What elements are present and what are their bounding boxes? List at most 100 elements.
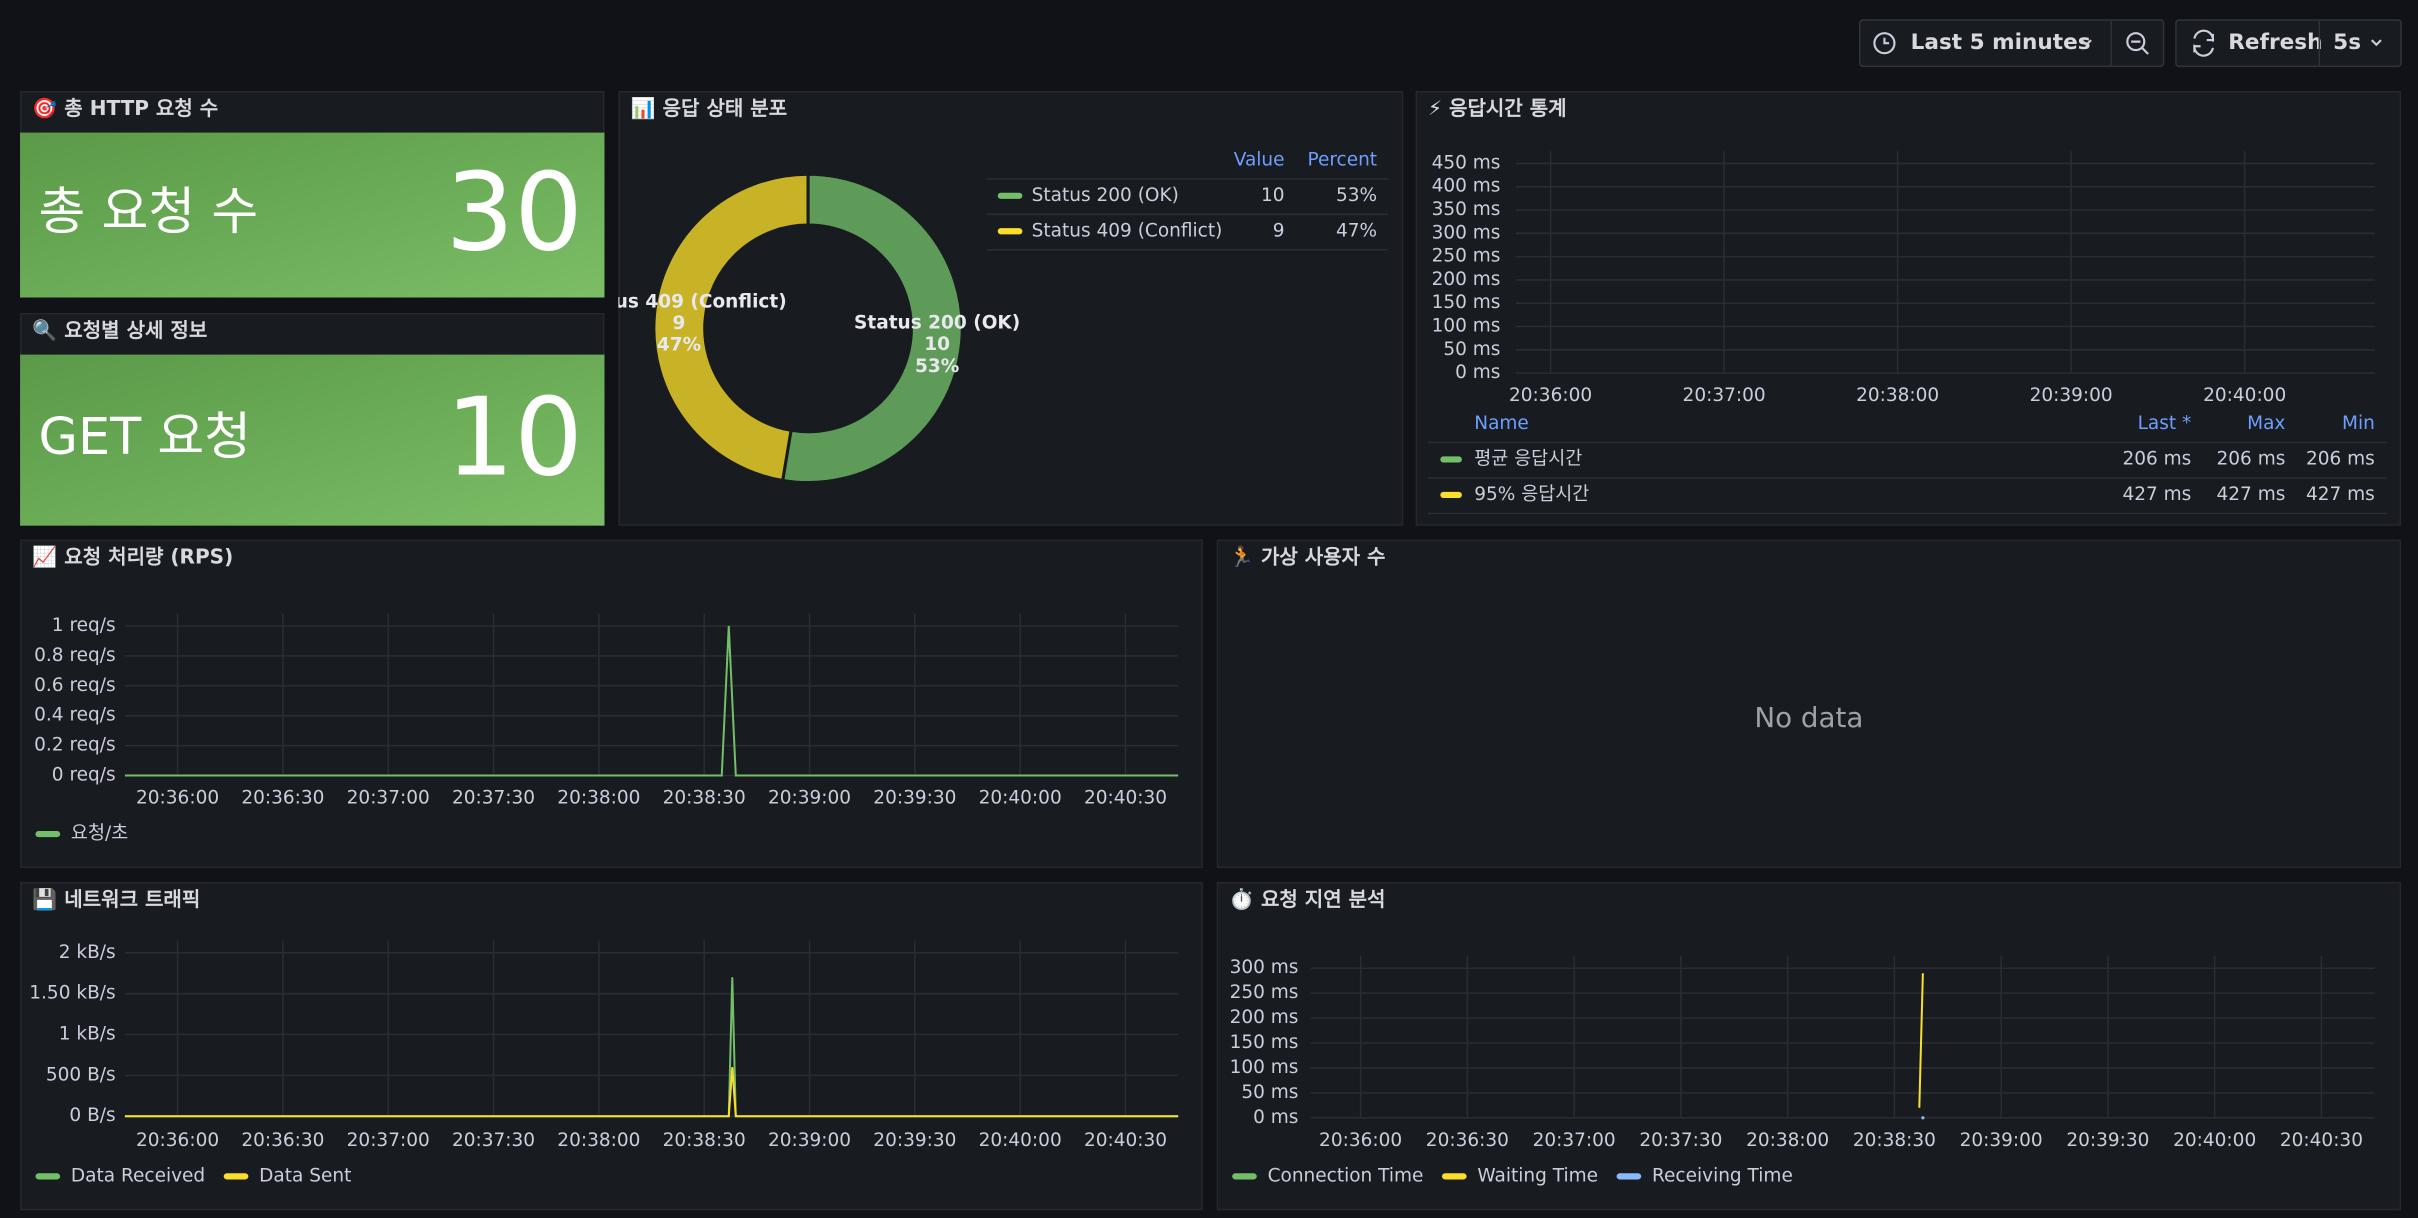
y-tick-label: 100 ms	[1230, 1057, 1299, 1078]
panel-title: 📈 요청 처리량 (RPS)	[32, 545, 233, 569]
zoom-out-button[interactable]	[2126, 32, 2146, 52]
stat-label: GET 요청	[39, 407, 251, 466]
stat-background	[20, 132, 605, 298]
y-tick-label: 2 kB/s	[59, 942, 116, 963]
panel	[20, 539, 1203, 869]
legend-stat: 206 ms	[2217, 448, 2286, 469]
legend-label[interactable]: Connection Time	[1268, 1165, 1424, 1186]
y-tick-label: 0.2 req/s	[34, 735, 116, 756]
x-tick-label: 20:40:00	[2173, 1130, 2256, 1151]
x-tick-label: 20:37:30	[452, 788, 535, 809]
stat-value: 30	[446, 150, 583, 275]
pie-label: Status 200 (OK)	[854, 313, 1020, 334]
panel-content: 🎯 총 HTTP 요청 수총 요청 수 30	[20, 96, 605, 298]
y-tick-label: 100 ms	[1432, 316, 1501, 337]
x-tick-label: 20:36:30	[241, 788, 324, 809]
legend-label[interactable]: Data Received	[71, 1165, 205, 1186]
x-tick-label: 20:40:00	[979, 1130, 1062, 1151]
y-tick-label: 250 ms	[1230, 982, 1299, 1003]
legend-header: Last *	[2138, 413, 2192, 434]
no-data: No data	[1754, 701, 1863, 734]
x-tick-label: 20:40:30	[1084, 1130, 1167, 1151]
x-tick-label: 20:38:30	[1853, 1130, 1936, 1151]
legend-percent: 47%	[1336, 220, 1377, 241]
legend-stat: 206 ms	[2122, 448, 2191, 469]
y-tick-label: 200 ms	[1432, 269, 1501, 290]
panel	[1216, 881, 2402, 1211]
legend-header: Max	[2247, 413, 2285, 434]
panel-content: 🔍 요청별 상세 정보 GET 요청 10	[20, 317, 605, 526]
x-tick-label: 20:39:30	[2066, 1130, 2149, 1151]
y-tick-label: 0 req/s	[52, 765, 116, 786]
x-tick-label: 20:39:00	[768, 788, 851, 809]
pie-label: 47%	[657, 334, 701, 355]
refresh-picker	[2175, 19, 2402, 68]
x-tick-label: 20:37:00	[1683, 385, 1766, 406]
y-tick-label: 0 ms	[1455, 362, 1500, 383]
x-tick-label: 20:37:30	[452, 1130, 535, 1151]
pie-label: 10	[924, 334, 950, 355]
legend-header: Min	[2342, 413, 2375, 434]
x-tick-label: 20:38:00	[1856, 385, 1939, 406]
panel-title: ⚡ 응답시간 통계	[1428, 96, 1567, 120]
y-tick-label: 50 ms	[1443, 339, 1500, 360]
toolbar: Last 5 minutes Refresh 5s	[1858, 19, 2402, 68]
time-picker[interactable]	[1858, 19, 2165, 68]
clock-hands	[1883, 37, 1890, 45]
y-tick-label: 0.8 req/s	[34, 645, 116, 666]
x-tick-label: 20:39:00	[1960, 1130, 2043, 1151]
zoom-icon	[2131, 40, 2149, 55]
y-tick-label: 400 ms	[1432, 176, 1501, 197]
chevron	[2370, 39, 2382, 47]
y-tick-label: 300 ms	[1230, 957, 1299, 978]
clock-icon	[1873, 32, 1896, 55]
legend-name: 평균 응답시간	[1474, 448, 1582, 469]
legend-stat: 206 ms	[2306, 448, 2375, 469]
x-tick-label: 20:39:00	[768, 1130, 851, 1151]
y-tick-label: 1.50 kB/s	[29, 983, 115, 1004]
refresh-button[interactable]: Refresh	[2228, 30, 2322, 55]
data-point	[1921, 1116, 1925, 1120]
panel-title: 💾 네트워크 트래픽	[32, 887, 200, 911]
stat-background	[20, 354, 605, 526]
chevron	[2081, 39, 2092, 47]
x-tick-label: 20:37:00	[347, 1130, 430, 1151]
refresh-icon	[2193, 29, 2215, 57]
panel	[1216, 539, 2402, 869]
x-tick-label: 20:40:30	[1084, 788, 1167, 809]
y-tick-label: 200 ms	[1230, 1007, 1299, 1028]
y-tick-label: 150 ms	[1230, 1032, 1299, 1053]
x-tick-label: 20:37:30	[1639, 1130, 1722, 1151]
panel-title: 🎯 총 HTTP 요청 수	[32, 96, 218, 120]
series-line	[124, 1067, 1179, 1118]
legend-name: Status 200 (OK)	[1032, 185, 1179, 206]
legend-header: Name	[1474, 413, 1529, 434]
y-tick-label: 150 ms	[1432, 292, 1501, 313]
x-tick-label: 20:36:00	[136, 1130, 219, 1151]
panel-content: 📈 요청 처리량 (RPS) 0 req/s 0.2 req/s 0.4 req/s 0…	[32, 545, 1179, 844]
x-tick-label: 20:38:00	[1746, 1130, 1829, 1151]
y-tick-label: 0 B/s	[69, 1105, 115, 1126]
legend-header: Percent	[1307, 149, 1377, 170]
panel-title: ⏱️ 요청 지연 분석	[1229, 887, 1385, 911]
legend-stat: 427 ms	[2122, 484, 2191, 505]
panel-content: 💾 네트워크 트래픽 0 B/s 500 B/s 1 kB/s 1.50 kB/s 2 k…	[29, 887, 1179, 1186]
legend-label[interactable]: Waiting Time	[1477, 1165, 1598, 1186]
legend-label[interactable]: Receiving Time	[1652, 1165, 1793, 1186]
x-tick-label: 20:38:00	[557, 1130, 640, 1151]
legend-value: 9	[1273, 220, 1285, 241]
panel	[20, 881, 1203, 1211]
refresh-interval[interactable]: 5s	[2333, 30, 2361, 55]
x-tick-label: 20:36:30	[1426, 1130, 1509, 1151]
legend-label[interactable]: Data Sent	[259, 1165, 351, 1186]
time-range[interactable]: Last 5 minutes	[1911, 30, 2091, 55]
panel-content: 🏃 가상 사용자 수 No data	[1229, 545, 1863, 735]
x-tick-label: 20:39:00	[2030, 385, 2113, 406]
legend-label[interactable]: 요청/초	[71, 823, 128, 844]
legend-percent: 53%	[1336, 185, 1377, 206]
pie-label: Status 409 (Conflict)	[571, 291, 786, 312]
legend-stat: 427 ms	[2306, 484, 2375, 505]
